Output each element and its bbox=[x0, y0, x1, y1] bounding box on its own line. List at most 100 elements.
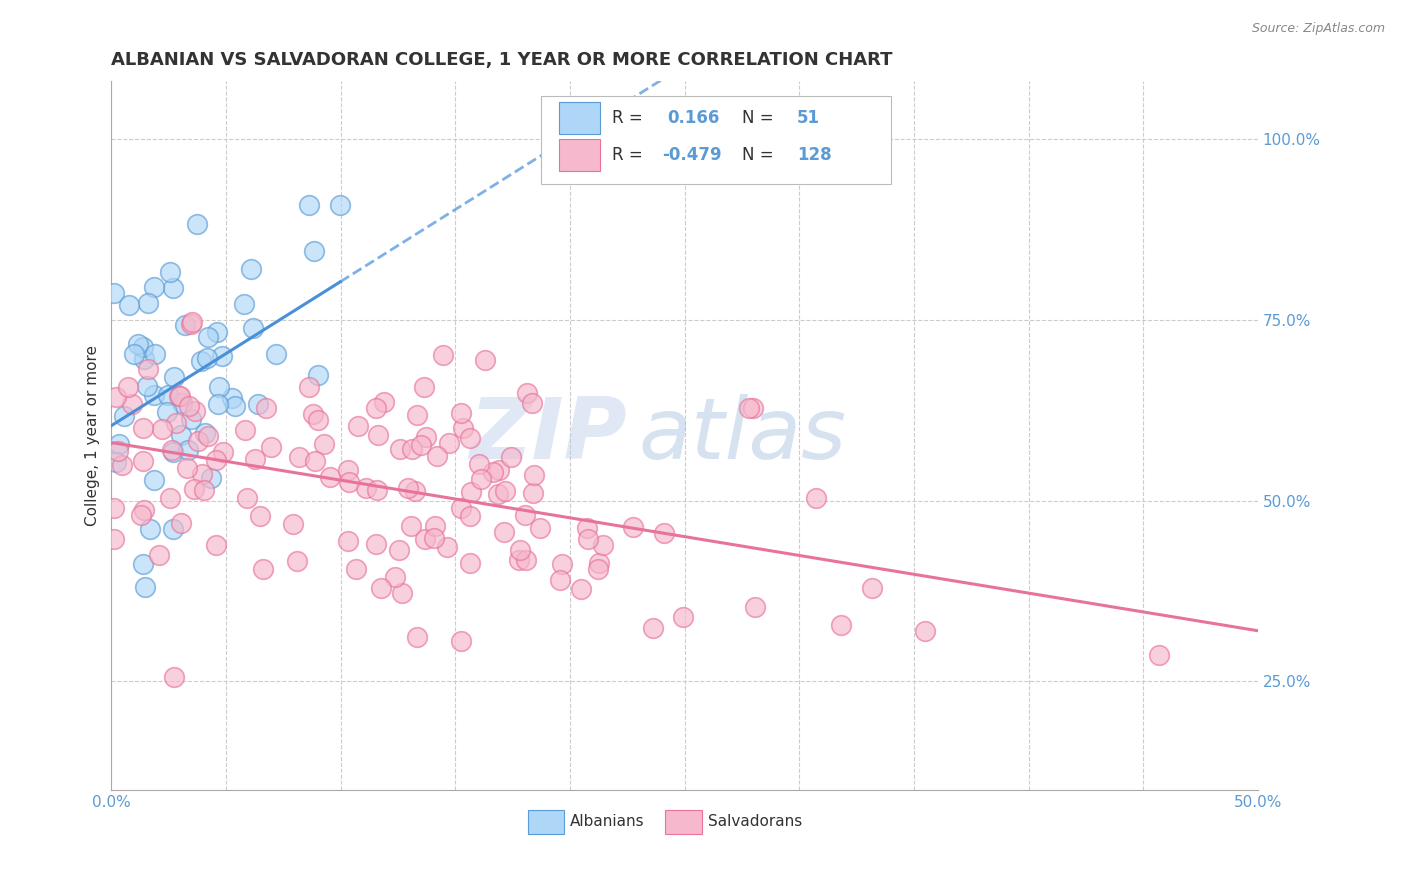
Point bbox=[401, 442, 423, 456]
Point bbox=[652, 526, 675, 541]
Point bbox=[239, 262, 262, 277]
Point bbox=[163, 670, 186, 684]
Point bbox=[132, 557, 155, 571]
Point bbox=[162, 522, 184, 536]
Point bbox=[143, 473, 166, 487]
Point bbox=[391, 586, 413, 600]
Point bbox=[307, 368, 329, 382]
Point bbox=[129, 508, 152, 522]
Point bbox=[165, 417, 187, 431]
Point bbox=[127, 336, 149, 351]
Point bbox=[298, 380, 321, 394]
Point bbox=[186, 218, 208, 232]
Point bbox=[319, 470, 342, 484]
Point bbox=[159, 491, 181, 505]
Point bbox=[176, 460, 198, 475]
Point bbox=[550, 573, 572, 587]
Text: ALBANIAN VS SALVADORAN COLLEGE, 1 YEAR OR MORE CORRELATION CHART: ALBANIAN VS SALVADORAN COLLEGE, 1 YEAR O… bbox=[111, 51, 893, 69]
Point bbox=[492, 525, 515, 540]
Point bbox=[307, 413, 329, 427]
FancyBboxPatch shape bbox=[527, 810, 564, 834]
Point bbox=[522, 485, 544, 500]
Point bbox=[415, 430, 437, 444]
Point bbox=[224, 400, 246, 414]
Point bbox=[193, 483, 215, 497]
Point bbox=[243, 452, 266, 467]
Point bbox=[134, 352, 156, 367]
Point bbox=[167, 389, 190, 403]
Text: atlas: atlas bbox=[638, 394, 846, 477]
Point bbox=[458, 557, 481, 571]
Point bbox=[169, 428, 191, 442]
Point bbox=[103, 500, 125, 515]
Point bbox=[312, 436, 335, 450]
Point bbox=[138, 361, 160, 376]
Point bbox=[159, 265, 181, 279]
Point bbox=[118, 298, 141, 312]
Point bbox=[205, 538, 228, 552]
Text: 0.166: 0.166 bbox=[668, 109, 720, 128]
Point bbox=[409, 437, 432, 451]
Point bbox=[737, 401, 759, 416]
Point bbox=[384, 570, 406, 584]
Point bbox=[356, 481, 378, 495]
Point bbox=[741, 401, 763, 416]
Point bbox=[486, 487, 509, 501]
Text: N =: N = bbox=[742, 109, 773, 128]
Point bbox=[287, 450, 309, 464]
Point bbox=[423, 531, 446, 545]
Point bbox=[364, 537, 387, 551]
FancyBboxPatch shape bbox=[665, 810, 702, 834]
Point bbox=[131, 453, 153, 467]
Point bbox=[347, 418, 370, 433]
Point bbox=[254, 401, 277, 416]
Point bbox=[143, 346, 166, 360]
Point bbox=[212, 445, 235, 459]
Point bbox=[191, 467, 214, 481]
Point bbox=[181, 315, 204, 329]
Point bbox=[107, 444, 129, 458]
Point bbox=[169, 388, 191, 402]
Point bbox=[914, 624, 936, 639]
Point bbox=[200, 470, 222, 484]
Point bbox=[804, 491, 827, 505]
Point bbox=[569, 582, 592, 596]
Point bbox=[488, 463, 510, 477]
Point bbox=[281, 517, 304, 532]
Point bbox=[177, 400, 200, 414]
Point bbox=[132, 340, 155, 354]
Text: 128: 128 bbox=[797, 146, 831, 164]
Point bbox=[111, 458, 134, 472]
Point bbox=[337, 475, 360, 489]
Point bbox=[260, 440, 283, 454]
Point bbox=[112, 409, 135, 424]
Point bbox=[576, 521, 599, 535]
Point bbox=[211, 349, 233, 363]
Point bbox=[337, 463, 360, 477]
Point bbox=[232, 296, 254, 310]
Point bbox=[436, 540, 458, 554]
Point bbox=[156, 404, 179, 418]
Point bbox=[592, 538, 614, 552]
Text: -0.479: -0.479 bbox=[662, 146, 721, 164]
Point bbox=[298, 198, 321, 212]
Point bbox=[152, 422, 174, 436]
Point bbox=[509, 543, 531, 558]
Point bbox=[302, 244, 325, 259]
Point bbox=[304, 454, 326, 468]
Point bbox=[139, 522, 162, 536]
Point bbox=[458, 431, 481, 445]
Point bbox=[437, 435, 460, 450]
Point bbox=[346, 562, 368, 576]
Point bbox=[405, 631, 427, 645]
Point bbox=[366, 483, 388, 497]
Point bbox=[134, 503, 156, 517]
Point bbox=[180, 411, 202, 425]
Point bbox=[450, 633, 472, 648]
Point bbox=[285, 554, 308, 568]
Point bbox=[236, 491, 259, 506]
Point bbox=[105, 455, 128, 469]
Point bbox=[177, 443, 200, 458]
Point bbox=[413, 379, 436, 393]
Point bbox=[515, 552, 537, 566]
